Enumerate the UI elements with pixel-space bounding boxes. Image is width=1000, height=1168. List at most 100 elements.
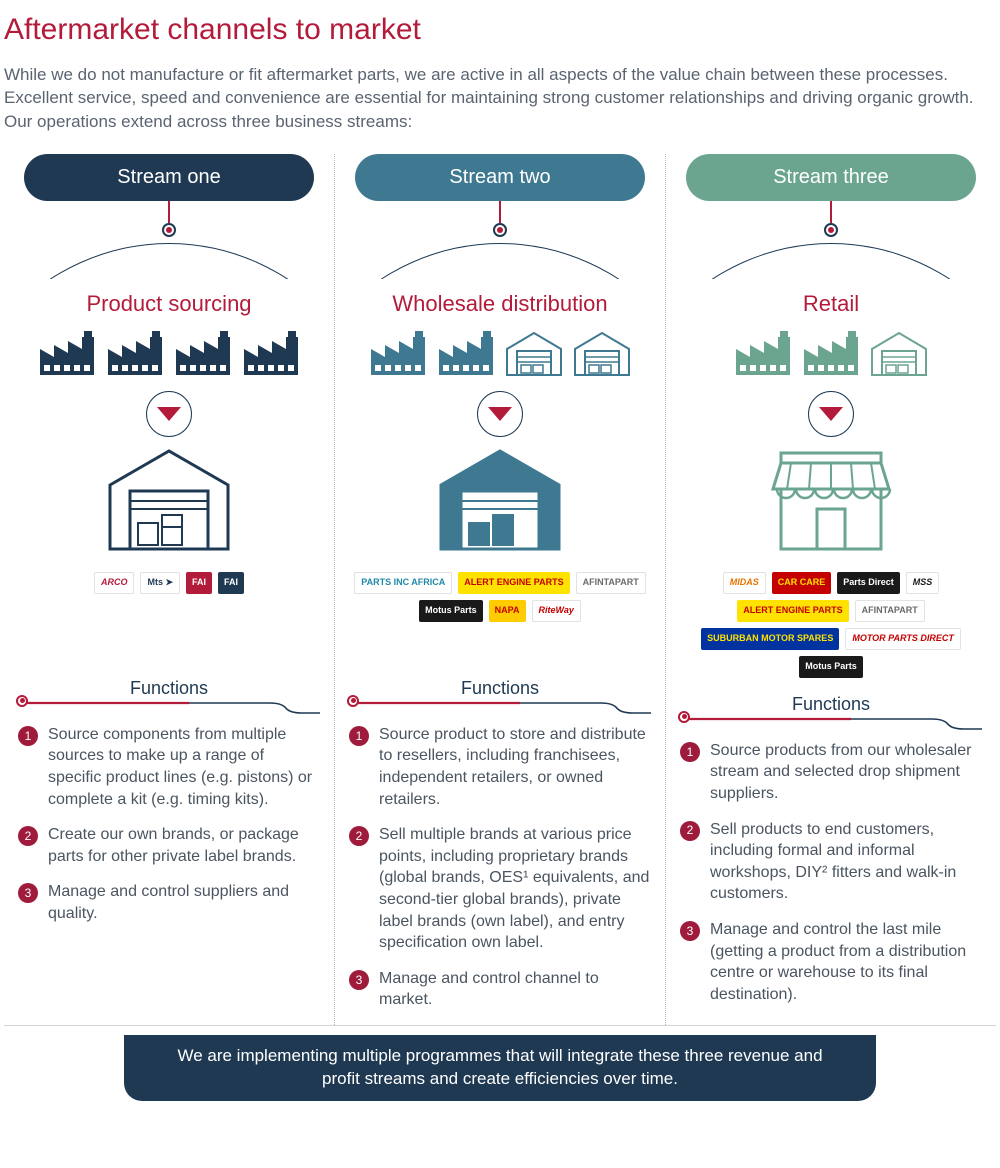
warehouse-icon [18, 445, 320, 562]
function-item: 3 Manage and control channel to market. [349, 968, 651, 1011]
brand-logo: MIDAS [723, 572, 766, 594]
factory-icon [732, 329, 794, 384]
brand-logo: FAI [186, 572, 212, 594]
factory-icon [367, 329, 429, 384]
pill-connector [680, 201, 982, 237]
function-item: 3 Manage and control suppliers and qualit… [18, 881, 320, 924]
bullet-text: Manage and control the last mile (gettin… [710, 919, 982, 1005]
factory-icon [240, 329, 302, 384]
stream-column: Stream three Retail MIDAS CAR CAREParts Di… [665, 154, 996, 1025]
brand-logo: RiteWay [532, 600, 581, 622]
functions-label: Functions [455, 678, 545, 698]
functions-header: Functions [680, 692, 982, 726]
functions-header: Functions [349, 676, 651, 710]
brand-logo: Mts ➤ [140, 572, 180, 594]
brand-logo: AFINTAPART [855, 600, 925, 622]
top-icons-row [349, 329, 651, 384]
functions-underline [18, 700, 320, 712]
bullet-text: Manage and control suppliers and quality… [48, 881, 320, 924]
brand-logo: MOTOR PARTS DIRECT [845, 628, 961, 650]
brand-logo: Parts Direct [837, 572, 900, 594]
bullet-text: Source products from our wholesaler stre… [710, 740, 982, 805]
streams-container: Stream one Product sourcing ARCOMts ➤ FAI F… [4, 154, 996, 1025]
bullet-number: 3 [680, 921, 700, 941]
footer-divider [4, 1025, 996, 1026]
factory-icon [104, 329, 166, 384]
stream-heading: Wholesale distribution [349, 289, 651, 319]
warehouse-icon [349, 445, 651, 562]
bullet-text: Sell multiple brands at various price po… [379, 824, 651, 954]
function-item: 3 Manage and control the last mile (getti… [680, 919, 982, 1005]
brand-logo: FAI [218, 572, 244, 594]
brand-logo: PARTS INC AFRICA [354, 572, 452, 594]
bullet-text: Source components from multiple sources … [48, 724, 320, 810]
bullet-text: Create our own brands, or package parts … [48, 824, 320, 867]
factory-icon [172, 329, 234, 384]
functions-dot-icon [16, 695, 28, 707]
factory-icon [435, 329, 497, 384]
arc-divider [335, 243, 665, 279]
bullet-number: 1 [349, 726, 369, 746]
function-item: 2 Sell multiple brands at various price p… [349, 824, 651, 954]
stream-column: Stream one Product sourcing ARCOMts ➤ FAI F… [4, 154, 334, 1025]
function-item: 1 Source products from our wholesaler str… [680, 740, 982, 805]
factory-icon [800, 329, 862, 384]
bullet-text: Source product to store and distribute t… [379, 724, 651, 810]
bullet-number: 1 [18, 726, 38, 746]
brand-logo: AFINTAPART [576, 572, 646, 594]
brand-logo: NAPA [489, 600, 526, 622]
arc-divider [666, 243, 996, 279]
brand-logos: ARCOMts ➤ FAI FAI [18, 572, 320, 662]
functions-header: Functions [18, 676, 320, 710]
arc-divider [4, 243, 334, 279]
bullet-text: Sell products to end customers, includin… [710, 819, 982, 905]
stream-heading: Product sourcing [18, 289, 320, 319]
functions-list: 1 Source products from our wholesaler str… [680, 740, 982, 1006]
top-icons-row [18, 329, 320, 384]
function-item: 1 Source components from multiple sources… [18, 724, 320, 810]
functions-dot-icon [347, 695, 359, 707]
brand-logo: SUBURBAN MOTOR SPARES [701, 628, 839, 650]
function-item: 2 Create our own brands, or package parts… [18, 824, 320, 867]
stream-column: Stream twoWholesale distribution PARTS I… [334, 154, 665, 1025]
pill-connector [349, 201, 651, 237]
footer-band: We are implementing multiple programmes … [124, 1035, 876, 1101]
pill-connector [18, 201, 320, 237]
functions-label: Functions [786, 694, 876, 714]
brand-logo: ALERT ENGINE PARTS [737, 600, 848, 622]
bullet-text: Manage and control channel to market. [379, 968, 651, 1011]
function-item: 2 Sell products to end customers, includi… [680, 819, 982, 905]
bullet-number: 3 [18, 883, 38, 903]
brand-logos: MIDAS CAR CAREParts Direct MSS ALERT ENGINE… [680, 572, 982, 678]
brand-logo: ALERT ENGINE PARTS [458, 572, 569, 594]
intro-text: While we do not manufacture or fit after… [4, 63, 996, 134]
brand-logo: MSS [906, 572, 940, 594]
brand-logos: PARTS INC AFRICA ALERT ENGINE PARTS AFINTA… [349, 572, 651, 662]
factory-icon [36, 329, 98, 384]
page-title: Aftermarket channels to market [4, 10, 996, 51]
stream-heading: Retail [680, 289, 982, 319]
brand-logo: Motus Parts [419, 600, 483, 622]
function-item: 1 Source product to store and distribute … [349, 724, 651, 810]
bullet-number: 3 [349, 970, 369, 990]
functions-underline [349, 700, 651, 712]
bullet-number: 2 [18, 826, 38, 846]
down-arrow-icon [477, 391, 523, 437]
brand-logo: CAR CARE [772, 572, 832, 594]
stream-pill: Stream three [686, 154, 976, 201]
storefront-icon [680, 445, 982, 562]
bullet-number: 1 [680, 742, 700, 762]
bullet-number: 2 [349, 826, 369, 846]
functions-list: 1 Source product to store and distribute … [349, 724, 651, 1011]
down-arrow-icon [146, 391, 192, 437]
bullet-number: 2 [680, 821, 700, 841]
stream-pill: Stream one [24, 154, 314, 201]
brand-logo: Motus Parts [799, 656, 863, 678]
brand-logo: ARCO [94, 572, 135, 594]
top-icons-row [680, 329, 982, 384]
functions-label: Functions [124, 678, 214, 698]
garage-icon [571, 329, 633, 384]
down-arrow-icon [808, 391, 854, 437]
functions-dot-icon [678, 711, 690, 723]
garage-icon [868, 329, 930, 384]
